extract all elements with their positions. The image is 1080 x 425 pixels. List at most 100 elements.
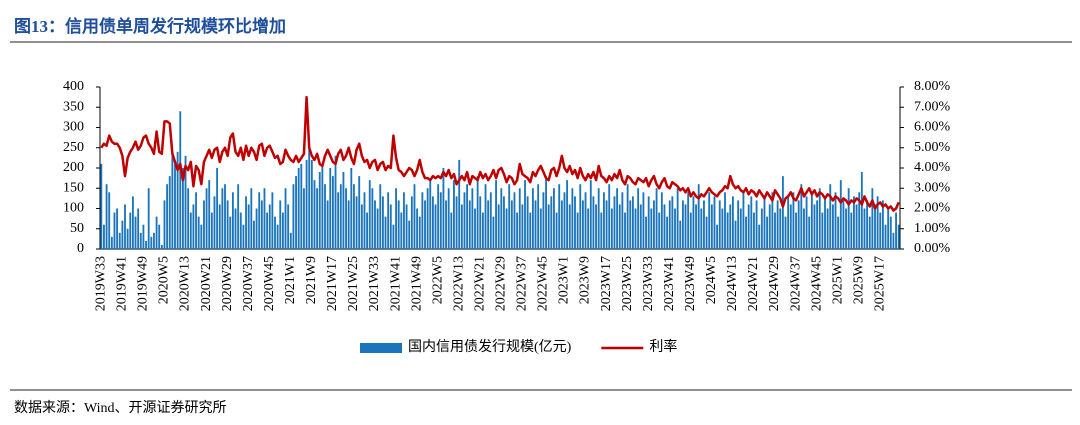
bar [474,208,476,249]
bar [618,204,621,249]
bar [416,208,419,249]
bar [276,224,279,249]
bar [513,192,516,249]
bar [316,188,319,249]
bar [471,188,474,249]
x-tick-label: 2019W49 [136,256,151,311]
x-tick-label: 2020W45 [262,256,277,311]
bar [329,168,332,249]
bar [758,224,761,249]
bar [684,204,687,249]
bar [184,155,187,249]
bar [187,188,190,249]
bar [616,188,619,249]
bar [413,184,416,249]
bar [826,208,829,249]
bar [313,180,316,249]
bar [650,208,653,249]
bar [563,192,566,249]
bar [247,204,250,249]
bar [495,180,497,249]
x-tick-label: 2022W13 [451,256,466,311]
bar [160,244,163,249]
bar [639,204,642,249]
bar [392,224,395,249]
bar [224,184,226,249]
bar [305,159,308,249]
bar [876,196,879,249]
y2-tick-label: 6.00% [914,120,951,135]
bar [421,192,424,249]
x-tick-label: 2023W49 [683,256,698,311]
bar [653,200,655,249]
bar [342,172,345,249]
bar [458,159,461,249]
bar [445,200,447,249]
bar [360,204,363,249]
bar [810,192,813,249]
bar [118,232,121,249]
x-tick-label: 2022W29 [494,256,509,311]
bar [226,200,229,249]
bar [287,204,290,249]
bar [131,196,134,249]
bar [492,216,495,249]
bar [834,192,837,249]
y2-tick-label: 5.00% [914,140,951,155]
x-tick-label: 2022W37 [515,256,530,311]
x-tick-label: 2021W9 [304,256,319,304]
bar [731,196,734,249]
bar [121,220,124,249]
y2-tick-label: 2.00% [914,201,951,216]
bar [750,196,753,249]
bar [824,196,826,249]
bar [760,208,763,249]
bar [695,204,697,249]
bar [795,212,797,249]
bar [205,188,208,249]
bar [613,196,616,249]
bar [621,192,624,249]
bar [808,216,811,249]
legend-swatch [360,343,402,353]
bar [142,224,145,249]
bar [687,192,690,249]
x-tick-label: 2025W9 [851,256,866,304]
bar [874,204,876,249]
x-tick-label: 2019W33 [94,256,109,311]
bar [116,208,119,249]
legend-label: 国内信用债发行规模(亿元) [408,339,572,355]
bar [281,212,284,249]
bar [579,184,582,249]
bar [837,216,840,249]
bar [437,184,440,249]
bar [803,208,805,249]
bar [242,224,245,249]
bar [713,196,716,249]
bar [668,200,671,249]
bar [789,204,792,249]
bar [779,208,782,249]
bar [174,163,176,249]
bar [192,204,195,249]
bar [355,196,358,249]
bar [405,204,408,249]
bar [424,200,426,249]
bar [321,163,324,249]
bar [374,200,376,249]
bar [253,220,255,249]
bar [503,196,505,249]
bar [884,224,887,249]
bar [581,200,584,249]
x-tick-label: 2020W21 [199,256,214,311]
bar [634,208,637,249]
bar [384,216,387,249]
bar [476,176,479,249]
line [100,95,900,212]
y2-tick-label: 4.00% [914,160,951,175]
bar [708,192,711,249]
x-tick-label: 2023W9 [578,256,593,304]
bar [263,188,266,249]
bar [608,184,611,249]
